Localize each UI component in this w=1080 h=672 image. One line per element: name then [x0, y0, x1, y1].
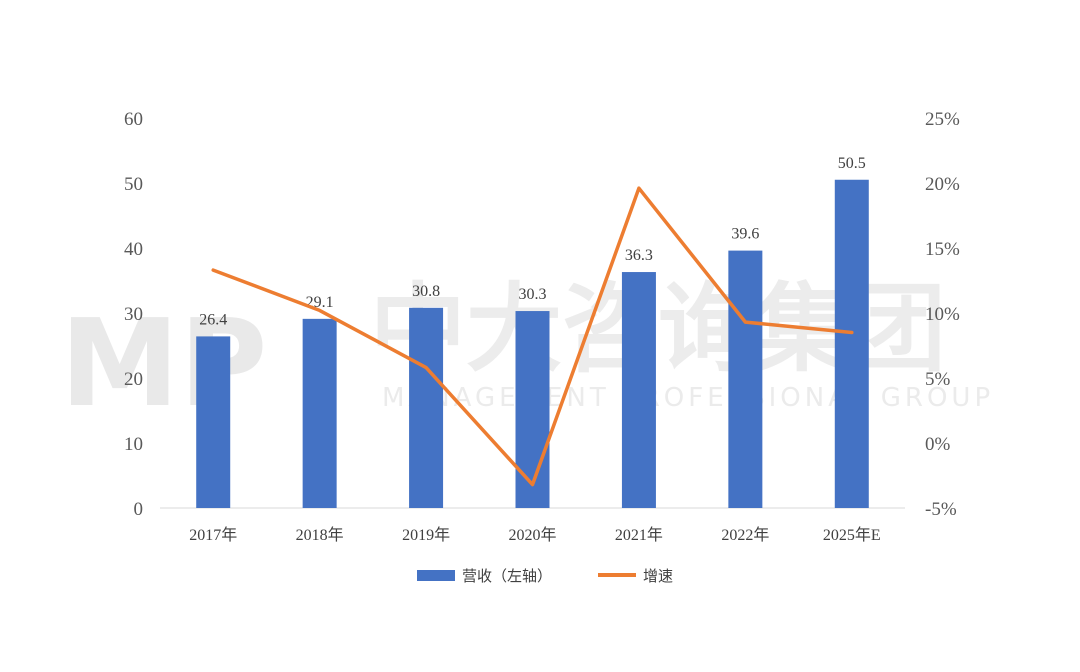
bar-value-label: 26.4	[199, 311, 227, 328]
right-tick-label: 5%	[925, 369, 951, 390]
x-tick-label: 2022年	[721, 526, 769, 544]
bar-value-label: 39.6	[731, 226, 759, 243]
left-tick-label: 30	[124, 304, 143, 325]
bar	[196, 336, 231, 508]
bar	[302, 318, 337, 508]
x-tick-label: 2018年	[296, 526, 344, 544]
legend-label-growth: 增速	[643, 567, 673, 585]
watermark-logo: MP	[60, 295, 267, 434]
legend-label-revenue: 营收（左轴）	[462, 567, 552, 585]
bar	[834, 179, 869, 508]
left-tick-label: 0	[134, 499, 144, 520]
right-tick-label: 25%	[925, 109, 960, 130]
bar	[621, 272, 656, 508]
right-tick-label: 15%	[925, 239, 960, 260]
left-tick-label: 40	[124, 239, 143, 260]
bar-value-label: 30.8	[412, 283, 440, 300]
right-tick-label: 0%	[925, 434, 951, 455]
left-axis: 0 10 20 30 40 50 60	[124, 109, 143, 520]
line-series	[211, 186, 854, 487]
bar	[728, 250, 763, 508]
bar	[409, 307, 444, 508]
x-tick-label: 2020年	[508, 526, 556, 544]
right-tick-label: 10%	[925, 304, 960, 325]
right-tick-label: -5%	[925, 499, 957, 520]
bar-series	[196, 179, 869, 508]
bar-value-label: 50.5	[838, 155, 866, 172]
left-tick-label: 20	[124, 369, 143, 390]
bar-value-label: 36.3	[625, 247, 653, 264]
growth-line	[211, 186, 854, 487]
x-tick-label: 2019年	[402, 526, 450, 544]
left-tick-label: 10	[124, 434, 143, 455]
bar	[515, 311, 550, 508]
legend-swatch-revenue	[417, 570, 455, 581]
left-tick-label: 60	[124, 109, 143, 130]
data-labels: 26.429.130.8 30.336.339.650.5	[199, 155, 866, 329]
legend: 营收（左轴） 增速	[417, 567, 673, 585]
x-tick-label: 2021年	[615, 526, 663, 544]
watermark-en: MANAGEMENT PROFESSIONAL GROUP	[382, 383, 994, 413]
x-tick-label: 2017年	[189, 526, 237, 544]
right-axis: -5% 0% 5% 10% 15% 20% 25%	[925, 109, 960, 520]
left-tick-label: 50	[124, 174, 143, 195]
right-tick-label: 20%	[925, 174, 960, 195]
bar-value-label: 30.3	[519, 286, 547, 303]
x-axis: 2017年 2018年 2019年 2020年 2021年 2022年 2025年E	[189, 526, 880, 544]
x-tick-label: 2025年E	[823, 526, 881, 544]
